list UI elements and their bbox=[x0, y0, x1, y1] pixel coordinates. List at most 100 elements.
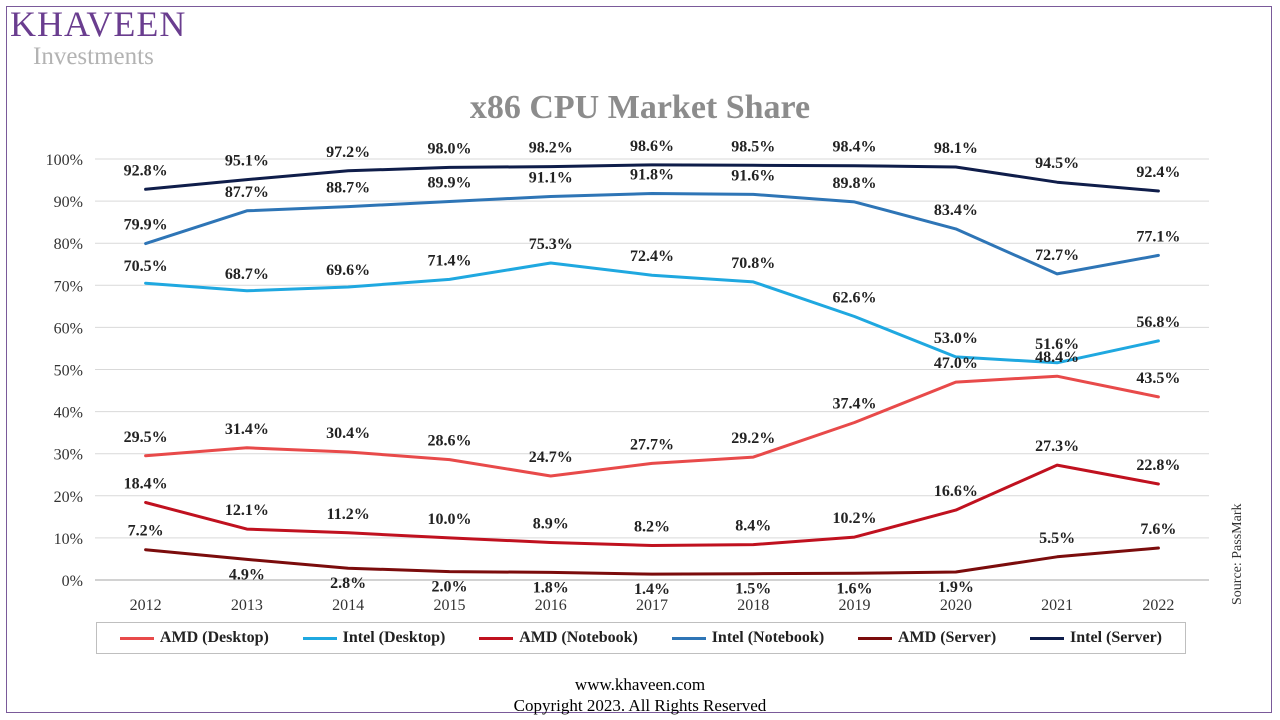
footer-website: www.khaveen.com bbox=[574, 675, 706, 694]
data-label: 94.5% bbox=[1035, 155, 1079, 172]
x-tick-label: 2014 bbox=[332, 597, 364, 614]
y-tick-label: 40% bbox=[54, 405, 83, 422]
data-label: 28.6% bbox=[427, 433, 471, 450]
legend-swatch bbox=[119, 636, 154, 640]
legend-item: Intel (Notebook) bbox=[671, 629, 825, 647]
data-label: 37.4% bbox=[833, 396, 877, 413]
legend-label: AMD (Server) bbox=[898, 629, 997, 646]
data-label: 69.6% bbox=[326, 262, 370, 279]
data-label: 7.6% bbox=[1140, 521, 1176, 538]
data-label: 70.5% bbox=[124, 258, 168, 275]
data-label: 88.7% bbox=[326, 180, 370, 197]
legend-swatch bbox=[858, 636, 892, 640]
legend-label: AMD (Notebook) bbox=[519, 629, 638, 646]
legend-item: Intel (Desktop) bbox=[302, 629, 445, 647]
data-label: 71.4% bbox=[427, 252, 471, 269]
y-tick-label: 20% bbox=[54, 489, 83, 506]
legend-swatch bbox=[479, 636, 514, 640]
data-label: 89.9% bbox=[427, 175, 471, 192]
data-label: 48.4% bbox=[1035, 349, 1079, 366]
data-label: 75.3% bbox=[529, 236, 573, 253]
data-label: 27.7% bbox=[630, 436, 674, 453]
data-label: 98.6% bbox=[630, 138, 674, 155]
data-label: 91.6% bbox=[731, 167, 775, 184]
data-label: 29.5% bbox=[124, 429, 168, 446]
data-label: 1.6% bbox=[837, 580, 873, 597]
data-label: 68.7% bbox=[225, 266, 269, 283]
y-tick-label: 80% bbox=[54, 236, 83, 253]
y-tick-label: 0% bbox=[62, 573, 83, 590]
data-label: 98.4% bbox=[833, 139, 877, 156]
brand-logo: KHAVEEN bbox=[10, 4, 187, 44]
y-tick-label: 70% bbox=[54, 278, 83, 295]
legend-item: AMD (Server) bbox=[858, 629, 996, 647]
data-label: 24.7% bbox=[529, 449, 573, 466]
data-label: 92.8% bbox=[124, 162, 168, 179]
data-label: 53.0% bbox=[934, 330, 978, 347]
data-label: 16.6% bbox=[934, 483, 978, 500]
legend-item: AMD (Notebook) bbox=[479, 629, 638, 647]
legend-label: AMD (Desktop) bbox=[159, 629, 269, 646]
data-label: 10.2% bbox=[833, 510, 877, 527]
data-label: 91.1% bbox=[529, 169, 573, 186]
data-label: 83.4% bbox=[934, 202, 978, 219]
data-label: 8.2% bbox=[634, 518, 670, 535]
data-label: 2.8% bbox=[330, 575, 366, 592]
legend-swatch bbox=[302, 636, 337, 640]
x-tick-label: 2013 bbox=[231, 597, 263, 614]
series-line bbox=[144, 374, 1160, 478]
x-tick-label: 2015 bbox=[433, 597, 465, 614]
data-label: 7.2% bbox=[128, 523, 164, 540]
footer-copyright: Copyright 2023. All Rights Reserved bbox=[513, 696, 767, 715]
series-line bbox=[144, 261, 1160, 365]
data-label: 1.4% bbox=[634, 581, 670, 598]
data-label: 12.1% bbox=[225, 502, 269, 519]
legend-label: Intel (Server) bbox=[1070, 629, 1162, 646]
data-label: 31.4% bbox=[225, 421, 269, 438]
legend-label: Intel (Notebook) bbox=[711, 629, 825, 646]
x-tick-label: 2021 bbox=[1041, 597, 1073, 614]
y-tick-label: 30% bbox=[54, 447, 83, 464]
data-label: 29.2% bbox=[731, 430, 775, 447]
series-line bbox=[144, 463, 1160, 547]
y-tick-label: 60% bbox=[54, 320, 83, 337]
legend-swatch bbox=[671, 636, 706, 640]
data-label: 1.8% bbox=[533, 579, 569, 596]
y-tick-label: 100% bbox=[46, 152, 83, 169]
data-label: 91.8% bbox=[630, 167, 674, 184]
data-label: 89.8% bbox=[833, 175, 877, 192]
data-label: 47.0% bbox=[934, 355, 978, 372]
data-label: 72.4% bbox=[630, 248, 674, 265]
data-label: 18.4% bbox=[124, 476, 168, 493]
legend-swatch bbox=[1030, 636, 1065, 640]
x-tick-label: 2020 bbox=[940, 597, 972, 614]
data-label: 79.9% bbox=[124, 217, 168, 234]
data-label: 2.0% bbox=[431, 579, 467, 596]
data-label: 97.2% bbox=[326, 144, 370, 161]
data-label: 51.6% bbox=[1035, 336, 1079, 353]
data-label: 5.5% bbox=[1039, 530, 1075, 547]
data-label: 95.1% bbox=[225, 153, 269, 170]
data-label: 30.4% bbox=[326, 425, 370, 442]
legend-item: AMD (Desktop) bbox=[119, 629, 269, 647]
x-tick-label: 2012 bbox=[130, 597, 162, 614]
data-label: 98.2% bbox=[529, 140, 573, 157]
data-label: 98.5% bbox=[731, 138, 775, 155]
data-label: 1.5% bbox=[735, 581, 771, 598]
data-label: 56.8% bbox=[1136, 314, 1180, 331]
data-label: 22.8% bbox=[1136, 457, 1180, 474]
legend-item: Intel (Server) bbox=[1030, 629, 1162, 647]
x-tick-label: 2018 bbox=[737, 597, 769, 614]
x-tick-label: 2019 bbox=[839, 597, 871, 614]
y-tick-label: 50% bbox=[54, 363, 83, 380]
y-tick-label: 10% bbox=[54, 531, 83, 548]
data-label: 77.1% bbox=[1136, 228, 1180, 245]
data-label: 8.4% bbox=[735, 518, 771, 535]
data-label: 70.8% bbox=[731, 255, 775, 272]
x-tick-label: 2016 bbox=[535, 597, 567, 614]
brand-subtitle: Investments bbox=[33, 43, 154, 70]
data-label: 92.4% bbox=[1136, 164, 1180, 181]
y-tick-label: 90% bbox=[54, 194, 83, 211]
data-label: 62.6% bbox=[833, 289, 877, 306]
x-tick-label: 2017 bbox=[636, 597, 668, 614]
